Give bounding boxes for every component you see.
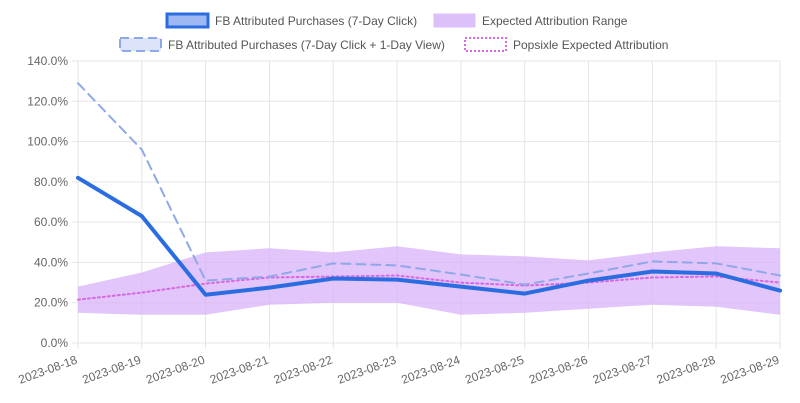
- x-tick-label: 2023-08-26: [527, 353, 590, 387]
- series-line-7day-click: [76, 175, 782, 297]
- x-tick-label: 2023-08-23: [336, 353, 399, 387]
- y-tick-label: 140.0%: [27, 54, 68, 68]
- x-tick-label: 2023-08-19: [80, 353, 143, 387]
- y-tick-label: 80.0%: [34, 175, 68, 189]
- x-tick-label: 2023-08-21: [208, 353, 271, 387]
- x-axis-ticks: 2023-08-18 2023-08-19 2023-08-20 2023-08-21…: [17, 353, 782, 387]
- x-tick-label: 2023-08-20: [144, 353, 207, 387]
- y-tick-label: 0.0%: [41, 336, 69, 350]
- x-tick-label: 2023-08-18: [17, 353, 80, 387]
- y-tick-label: 100.0%: [27, 135, 68, 149]
- legend-item-7day-click[interactable]: FB Attributed Purchases (7-Day Click): [165, 12, 417, 29]
- x-tick-label: 2023-08-29: [719, 353, 782, 387]
- x-tick-label: 2023-08-24: [399, 353, 462, 387]
- legend-item-7day-click-1day-view[interactable]: FB Attributed Purchases (7-Day Click + 1…: [119, 37, 445, 52]
- legend-item-expected-range[interactable]: Expected Attribution Range: [433, 13, 628, 28]
- series-line-7day-click-1day-view: [77, 82, 781, 286]
- y-tick-label: 40.0%: [34, 255, 68, 269]
- range-band-layer: [78, 246, 780, 315]
- series-lines-layer: [76, 82, 782, 301]
- legend-swatch-7day-click: [165, 12, 210, 29]
- expected-range-band: [78, 246, 780, 315]
- y-tick-label: 20.0%: [34, 296, 68, 310]
- legend-label-7day-click-1day-view: FB Attributed Purchases (7-Day Click + 1…: [168, 38, 445, 52]
- legend-swatch-popsixle-expected: [464, 37, 507, 52]
- x-tick-label: 2023-08-27: [591, 353, 654, 387]
- x-tick-label: 2023-08-22: [272, 353, 335, 387]
- y-tick-label: 60.0%: [34, 215, 68, 229]
- legend-label-popsixle-expected: Popsixle Expected Attribution: [513, 38, 668, 52]
- legend-item-popsixle-expected[interactable]: Popsixle Expected Attribution: [464, 37, 668, 52]
- y-tick-label: 120.0%: [27, 94, 68, 108]
- y-axis-ticks: 0.0% 20.0% 40.0% 60.0% 80.0% 100.0% 120.0% 140.…: [27, 54, 68, 350]
- series-line-popsixle-expected: [77, 274, 781, 301]
- x-tick-label: 2023-08-28: [655, 353, 718, 387]
- legend-swatch-7day-click-1day-view: [119, 37, 162, 52]
- x-tick-label: 2023-08-25: [463, 353, 526, 387]
- legend-swatch-expected-range: [433, 13, 476, 28]
- legend-label-expected-range: Expected Attribution Range: [482, 14, 628, 28]
- legend: FB Attributed Purchases (7-Day Click) Ex…: [119, 12, 668, 52]
- legend-label-7day-click: FB Attributed Purchases (7-Day Click): [215, 14, 417, 28]
